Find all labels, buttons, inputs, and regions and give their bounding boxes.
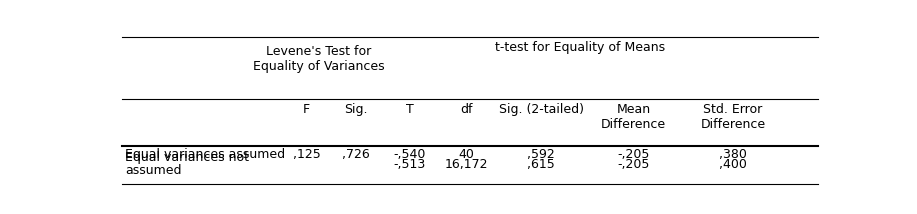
Text: Std. Error
Difference: Std. Error Difference [701, 103, 766, 131]
Text: -,513: -,513 [393, 158, 425, 171]
Text: 16,172: 16,172 [445, 158, 488, 171]
Text: ,380: ,380 [719, 148, 746, 161]
Text: -,540: -,540 [393, 148, 425, 161]
Text: -,205: -,205 [617, 148, 649, 161]
Text: Equal variances not: Equal variances not [126, 151, 249, 164]
Text: assumed: assumed [126, 164, 182, 177]
Text: ,615: ,615 [527, 158, 555, 171]
Text: Sig.: Sig. [345, 103, 368, 116]
Text: ,125: ,125 [293, 148, 320, 161]
Text: -,205: -,205 [617, 158, 649, 171]
Text: F: F [303, 103, 310, 116]
Text: Mean
Difference: Mean Difference [601, 103, 666, 131]
Text: ,592: ,592 [527, 148, 555, 161]
Text: ,726: ,726 [342, 148, 370, 161]
Text: 40: 40 [458, 148, 474, 161]
Text: Equal variances assumed: Equal variances assumed [126, 148, 285, 161]
Text: df: df [460, 103, 472, 116]
Text: Sig. (2-tailed): Sig. (2-tailed) [499, 103, 583, 116]
Text: ,400: ,400 [719, 158, 746, 171]
Text: t-test for Equality of Means: t-test for Equality of Means [495, 40, 665, 54]
Text: T: T [405, 103, 414, 116]
Text: Levene's Test for
Equality of Variances: Levene's Test for Equality of Variances [253, 45, 384, 73]
